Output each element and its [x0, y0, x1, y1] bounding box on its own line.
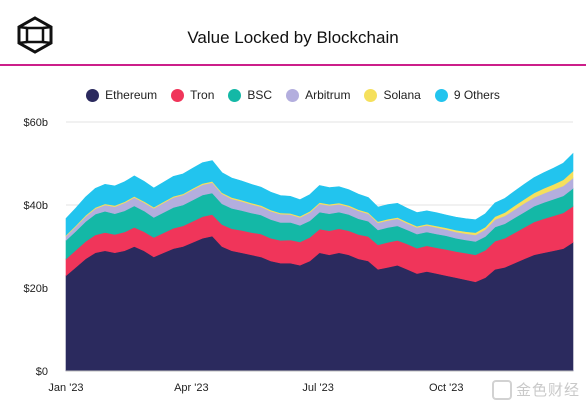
watermark: 金色财经	[491, 379, 580, 400]
legend-item-solana[interactable]: Solana	[364, 88, 421, 102]
watermark-logo-icon	[491, 379, 512, 400]
y-tick-label-1: $20b	[24, 283, 48, 295]
y-tick-label-2: $40b	[24, 200, 48, 212]
legend-item-bsc[interactable]: BSC	[228, 88, 272, 102]
legend-item-arbitrum[interactable]: Arbitrum	[286, 88, 350, 102]
x-tick-label-0: Jan '23	[48, 382, 83, 394]
legend-item-9-others[interactable]: 9 Others	[434, 88, 500, 102]
y-tick-label-0: $0	[36, 366, 48, 378]
legend-label-solana: Solana	[383, 88, 421, 102]
legend-swatch-tron	[171, 88, 185, 102]
legend-item-ethereum[interactable]: Ethereum	[86, 88, 157, 102]
y-tick-label-3: $60b	[24, 117, 48, 129]
x-tick-label-1: Apr '23	[174, 382, 209, 394]
area-9-others	[65, 152, 574, 236]
x-tick-label-2: Jul '23	[302, 382, 333, 394]
legend-label-bsc: BSC	[247, 88, 273, 102]
chart-title: Value Locked by Blockchain	[187, 28, 399, 47]
header: Value Locked by Blockchain	[0, 0, 586, 66]
cube-logo-icon[interactable]	[16, 16, 54, 54]
legend-swatch-ethereum	[86, 88, 100, 102]
legend-item-tron[interactable]: Tron	[171, 88, 214, 102]
legend-swatch-solana	[364, 88, 378, 102]
legend-label-arbitrum: Arbitrum	[305, 88, 351, 102]
legend-swatch-arbitrum	[286, 88, 300, 102]
legend-label-9-others: 9 Others	[453, 88, 500, 102]
legend-label-tron: Tron	[190, 88, 215, 102]
chart-legend: Ethereum Tron BSC Arbitrum Solana 9 Others	[0, 88, 586, 102]
watermark-text: 金色财经	[515, 382, 580, 399]
legend-label-ethereum: Ethereum	[105, 88, 158, 102]
x-tick-label-3: Oct '23	[429, 382, 464, 394]
legend-swatch-9-others	[434, 88, 448, 102]
legend-swatch-bsc	[228, 88, 242, 102]
